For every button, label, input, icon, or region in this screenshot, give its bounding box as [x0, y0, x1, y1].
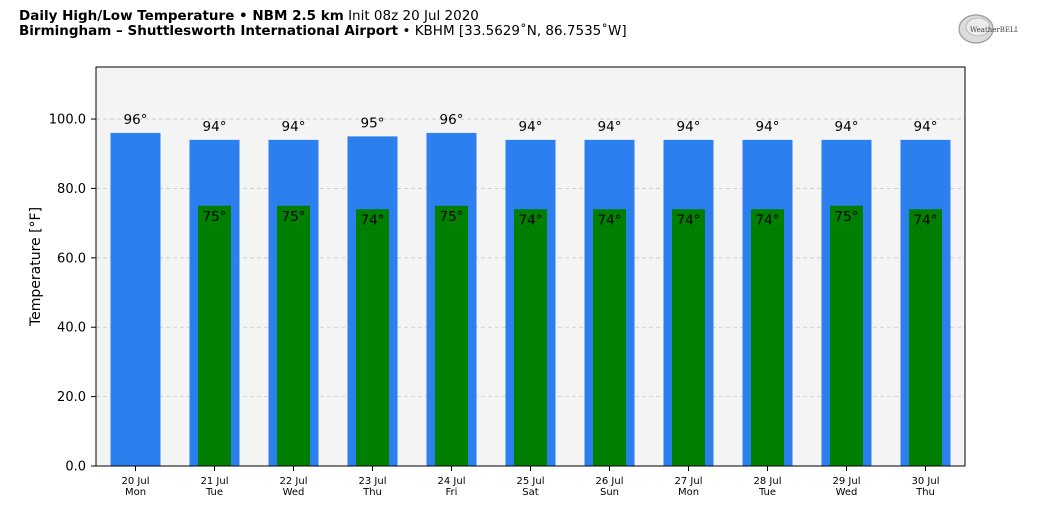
- low-temp-bar: [514, 209, 547, 466]
- high-temp-label: 94°: [519, 119, 543, 135]
- weatherbell-logo: WeatherBELL: [958, 14, 1018, 44]
- chart-init-time: Init 08z 20 Jul 2020: [348, 8, 479, 24]
- high-temp-label: 96°: [124, 112, 148, 128]
- chart-subtitle: Birmingham – Shuttlesworth International…: [19, 24, 627, 39]
- y-tick-label: 80.0: [57, 182, 86, 197]
- x-tick-date: 30 Jul: [912, 476, 940, 487]
- x-tick-date: 27 Jul: [675, 476, 703, 487]
- x-tick-day: Thu: [362, 487, 382, 498]
- x-tick-day: Tue: [758, 487, 776, 498]
- high-temp-label: 94°: [677, 119, 701, 135]
- y-tick-label: 100.0: [49, 113, 86, 128]
- low-temp-label: 74°: [361, 212, 385, 228]
- x-tick-day: Thu: [915, 487, 935, 498]
- high-temp-label: 94°: [756, 119, 780, 135]
- x-tick-day: Fri: [446, 487, 458, 498]
- low-temp-label: 75°: [440, 209, 464, 225]
- low-temp-bar: [356, 209, 389, 466]
- low-temp-label: 75°: [835, 209, 859, 225]
- x-tick-date: 23 Jul: [359, 476, 387, 487]
- low-temp-label: 75°: [203, 209, 227, 225]
- low-temp-bar: [672, 209, 705, 466]
- low-temp-bar: [435, 205, 468, 467]
- chart-title-main: Daily High/Low Temperature • NBM 2.5 km: [19, 8, 344, 24]
- high-temp-label: 96°: [440, 112, 464, 128]
- y-tick-label: 40.0: [57, 321, 86, 336]
- high-temp-label: 95°: [361, 115, 385, 131]
- low-temp-bar: [593, 209, 626, 466]
- low-temp-bar: [277, 205, 310, 467]
- y-tick-label: 0.0: [65, 460, 86, 475]
- x-tick-date: 26 Jul: [596, 476, 624, 487]
- station-detail: • KBHM [33.5629˚N, 86.7535˚W]: [402, 23, 627, 39]
- x-tick-date: 28 Jul: [754, 476, 782, 487]
- x-tick-day: Wed: [283, 487, 305, 498]
- high-temp-label: 94°: [835, 119, 859, 135]
- x-tick-date: 22 Jul: [280, 476, 308, 487]
- x-tick-day: Sun: [600, 487, 619, 498]
- low-temp-bar: [830, 205, 863, 467]
- low-temp-label: 74°: [677, 212, 701, 228]
- y-axis-title: Temperature [°F]: [28, 207, 44, 327]
- x-tick-day: Mon: [678, 487, 699, 498]
- station-name: Birmingham – Shuttlesworth International…: [19, 23, 399, 39]
- x-tick-date: 24 Jul: [438, 476, 466, 487]
- x-tick-date: 25 Jul: [517, 476, 545, 487]
- low-temp-label: 75°: [282, 209, 306, 225]
- x-tick-date: 21 Jul: [201, 476, 229, 487]
- high-temp-label: 94°: [914, 119, 938, 135]
- y-tick-label: 20.0: [57, 390, 86, 405]
- x-tick-day: Sat: [522, 487, 538, 498]
- x-tick-day: Tue: [205, 487, 223, 498]
- low-temp-bar: [198, 205, 231, 467]
- high-temp-label: 94°: [282, 119, 306, 135]
- bars: [110, 132, 951, 467]
- chart-title-block: Daily High/Low Temperature • NBM 2.5 km …: [19, 9, 627, 39]
- x-tick-date: 20 Jul: [122, 476, 150, 487]
- y-tick-label: 60.0: [57, 251, 86, 266]
- x-tick-date: 29 Jul: [833, 476, 861, 487]
- high-temp-label: 94°: [203, 119, 227, 135]
- low-temp-bar: [909, 209, 942, 466]
- low-temp-bar: [751, 209, 784, 466]
- low-temp-label: 74°: [756, 212, 780, 228]
- y-axis: 0.0 20.0 40.0 60.0 80.0 100.0: [49, 113, 96, 475]
- logo-text: WeatherBELL: [970, 26, 1018, 34]
- chart-title: Daily High/Low Temperature • NBM 2.5 km …: [19, 9, 627, 24]
- high-temp-bar: [110, 132, 161, 466]
- low-temp-label: 74°: [598, 212, 622, 228]
- bar-labels: 96° 94° 75° 94° 75° 95° 74° 96° 75° 94° 74° 94° 74° 9…: [124, 112, 938, 228]
- x-tick-day: Wed: [836, 487, 858, 498]
- x-tick-day: Mon: [125, 487, 146, 498]
- high-temp-label: 94°: [598, 119, 622, 135]
- low-temp-label: 74°: [914, 212, 938, 228]
- low-temp-label: 74°: [519, 212, 543, 228]
